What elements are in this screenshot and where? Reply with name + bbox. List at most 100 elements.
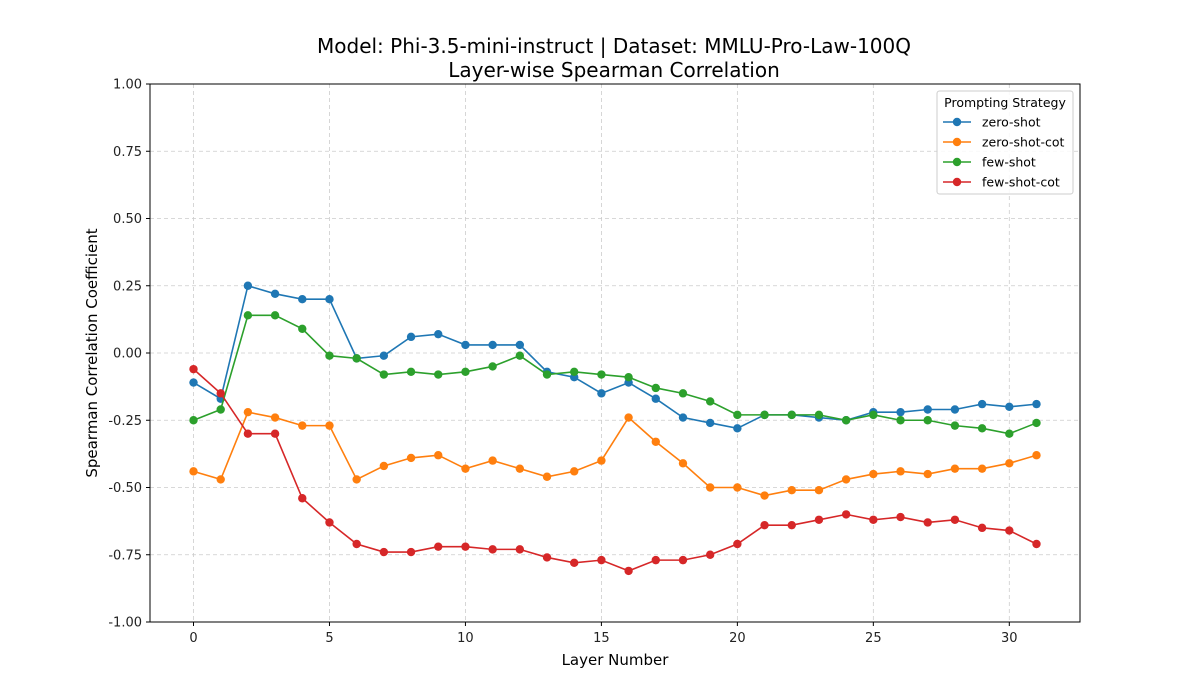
data-point-few-shot: [325, 351, 334, 360]
data-point-zero-shot: [977, 399, 987, 409]
data-point-few-shot: [570, 367, 579, 377]
data-point-few-shot: [869, 410, 878, 420]
data-point-few-shot: [406, 367, 416, 377]
data-point-zero-shot: [270, 289, 280, 299]
x-tick-label: 10: [457, 631, 474, 646]
data-point-few-shot: [379, 370, 389, 379]
series-line-zero-shot: [193, 284, 1037, 430]
data-point-few-shot-cot: [243, 429, 253, 438]
data-point-few-shot: [814, 410, 824, 420]
data-point-few-shot: [542, 370, 552, 379]
data-point-few-shot: [270, 311, 280, 320]
data-point-zero-shot: [1032, 399, 1041, 409]
series-zero-shot-cot: [189, 407, 1041, 500]
data-point-few-shot-cot: [760, 520, 769, 530]
data-point-few-shot-cot: [189, 364, 198, 374]
data-point-few-shot-cot: [950, 515, 960, 524]
y-tick-label: -0.75: [108, 548, 142, 563]
data-point-few-shot: [189, 416, 198, 425]
data-point-few-shot-cot: [733, 539, 742, 549]
data-point-zero-shot: [705, 418, 715, 428]
x-tick-label: 5: [325, 631, 333, 646]
data-point-few-shot-cot: [298, 494, 307, 503]
series-layer: [189, 281, 1041, 576]
legend-marker-few-shot-cot: [952, 177, 962, 187]
data-point-few-shot: [977, 424, 987, 433]
legend-label-few-shot: few-shot: [982, 155, 1036, 170]
data-point-few-shot: [950, 421, 960, 430]
data-point-few-shot: [923, 416, 932, 425]
data-point-zero-shot-cot: [923, 469, 932, 479]
data-point-few-shot-cot: [896, 512, 905, 522]
data-point-zero-shot-cot: [1032, 451, 1041, 460]
data-point-few-shot: [678, 389, 688, 398]
data-point-few-shot-cot: [461, 542, 470, 551]
data-point-few-shot-cot: [1005, 526, 1014, 535]
y-tick-label: 0.75: [113, 145, 142, 160]
data-point-zero-shot-cot: [869, 469, 878, 479]
y-tick-label: -0.50: [108, 481, 142, 496]
data-point-zero-shot: [678, 413, 688, 422]
data-point-zero-shot: [923, 405, 932, 414]
data-point-few-shot-cot: [379, 547, 389, 557]
data-point-few-shot-cot: [597, 555, 606, 565]
data-point-zero-shot-cot: [678, 459, 688, 468]
data-point-few-shot-cot: [678, 555, 688, 565]
data-point-few-shot: [705, 397, 715, 406]
x-tick-label: 15: [593, 631, 610, 646]
data-point-few-shot: [597, 370, 606, 379]
data-point-few-shot-cot: [923, 518, 932, 527]
legend-label-zero-shot-cot: zero-shot-cot: [982, 135, 1065, 150]
chart-title-line-2: Layer-wise Spearman Correlation: [448, 58, 780, 82]
data-point-zero-shot-cot: [624, 413, 633, 422]
data-point-zero-shot: [243, 281, 253, 290]
data-point-zero-shot-cot: [488, 456, 497, 465]
data-point-few-shot-cot: [434, 542, 443, 551]
x-tick-label: 20: [729, 631, 746, 646]
axis-ticks: 0 5 10 15 20 25 30 -1.00 -0.75 -0.50 -0.25 0.00 0.25…: [108, 78, 1017, 647]
data-point-zero-shot-cot: [515, 464, 525, 473]
data-point-few-shot: [787, 410, 796, 420]
data-point-few-shot: [1005, 429, 1014, 438]
y-tick-label: -1.00: [108, 616, 142, 631]
data-point-zero-shot-cot: [896, 467, 905, 476]
data-point-few-shot-cot: [216, 389, 225, 398]
data-point-zero-shot: [1005, 402, 1014, 411]
data-point-few-shot: [243, 311, 253, 320]
x-tick-label: 0: [189, 631, 197, 646]
data-point-zero-shot-cot: [216, 475, 225, 484]
data-point-zero-shot-cot: [841, 475, 851, 484]
data-point-zero-shot-cot: [760, 491, 769, 500]
data-point-few-shot: [651, 383, 660, 393]
data-point-zero-shot: [379, 351, 389, 360]
series-zero-shot: [189, 281, 1041, 433]
data-point-few-shot: [760, 410, 769, 420]
data-point-few-shot: [434, 370, 443, 379]
y-tick-label: 0.25: [113, 279, 142, 294]
data-point-zero-shot: [325, 295, 334, 304]
data-point-zero-shot: [515, 340, 525, 350]
series-line-zero-shot-cot: [193, 411, 1037, 497]
data-point-zero-shot-cot: [705, 483, 715, 492]
data-point-few-shot-cot: [651, 555, 660, 565]
data-point-few-shot: [298, 324, 307, 333]
data-point-few-shot-cot: [488, 545, 497, 554]
legend-marker-few-shot: [952, 157, 962, 167]
legend-label-few-shot-cot: few-shot-cot: [982, 175, 1060, 190]
series-line-few-shot-cot: [192, 368, 1037, 572]
legend-marker-zero-shot-cot: [952, 137, 962, 147]
data-point-few-shot: [515, 351, 525, 360]
data-point-zero-shot: [896, 407, 905, 417]
data-point-few-shot: [1032, 418, 1041, 428]
data-point-zero-shot: [597, 389, 606, 398]
data-point-few-shot-cot: [869, 515, 878, 524]
data-point-zero-shot: [733, 424, 742, 433]
y-tick-label: 1.00: [113, 78, 142, 93]
data-point-few-shot-cot: [542, 553, 552, 562]
data-point-zero-shot-cot: [406, 453, 416, 463]
y-tick-label: 0.50: [113, 212, 142, 227]
series-line-few-shot: [193, 314, 1037, 435]
data-point-zero-shot-cot: [298, 421, 307, 430]
data-point-zero-shot-cot: [325, 421, 334, 430]
